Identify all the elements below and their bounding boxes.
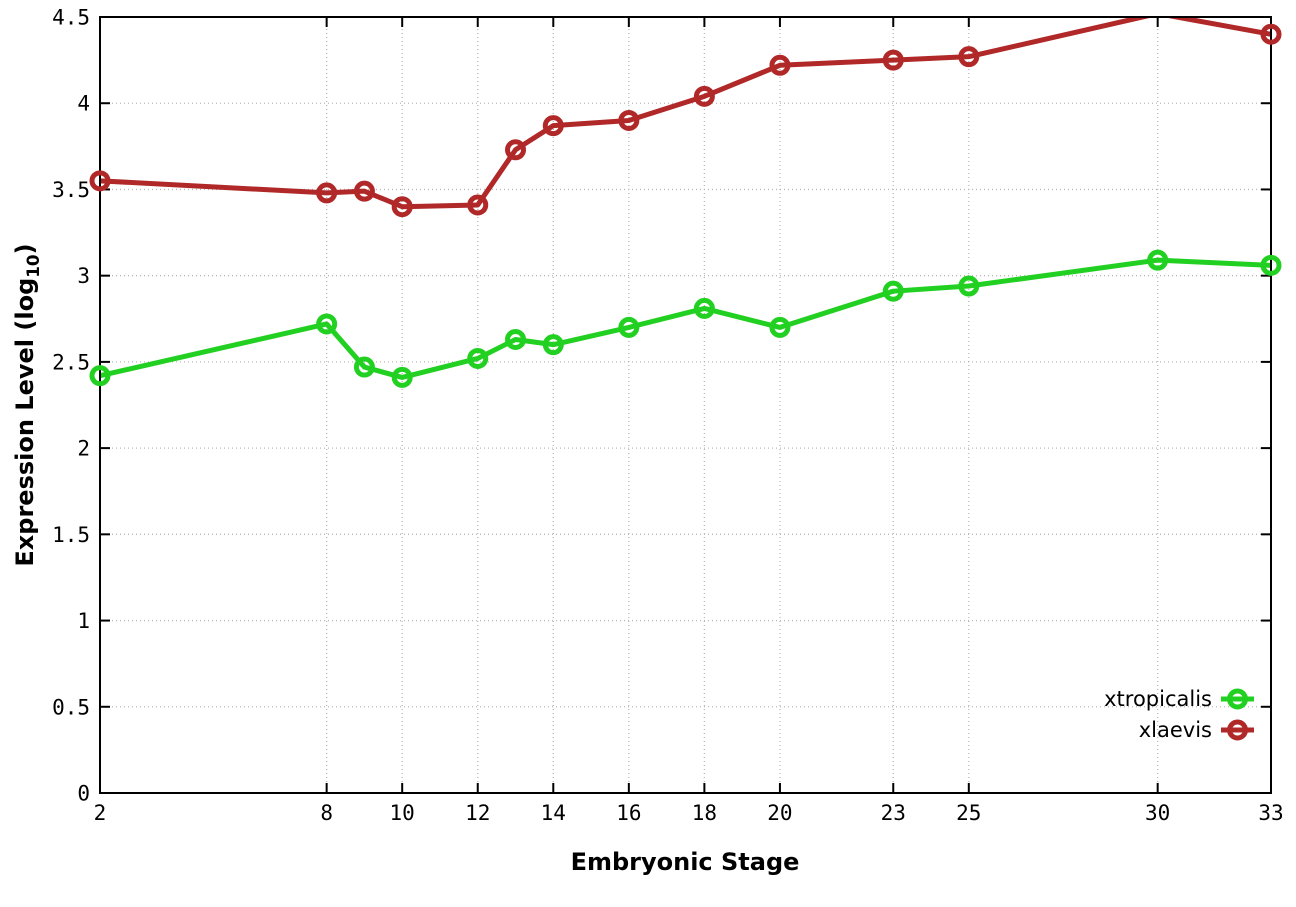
- y-tick-label: 3.5: [52, 178, 90, 202]
- x-tick-label: 8: [320, 801, 333, 825]
- marker-xtropicalis: [542, 334, 564, 356]
- y-tick-label: 1: [77, 609, 90, 633]
- x-tick-label: 30: [1145, 801, 1170, 825]
- y-axis-title-subscript: 10: [22, 254, 43, 278]
- marker-xlaevis: [316, 182, 338, 204]
- y-tick-label: 1.5: [52, 523, 90, 547]
- series-line-xtropicalis: [100, 257, 1271, 380]
- marker-xtropicalis: [1147, 249, 1169, 271]
- plot-border: [99, 16, 1272, 794]
- y-axis-title-close: ): [11, 243, 40, 255]
- legend-label-xlaevis: xlaevis: [1139, 718, 1212, 742]
- marker-xtropicalis: [316, 313, 338, 335]
- series-lines: [100, 17, 1271, 380]
- legend: xtropicalis xlaevis: [1104, 687, 1254, 742]
- marker-xlaevis: [882, 49, 904, 71]
- y-tick-label: 2.5: [52, 350, 90, 374]
- y-tick-label: 3: [77, 264, 90, 288]
- y-tick-label: 4.5: [52, 6, 90, 30]
- marker-xlaevis: [353, 180, 375, 202]
- x-tick-label: 12: [465, 801, 490, 825]
- marker-xlaevis: [89, 170, 111, 192]
- marker-xtropicalis: [693, 297, 715, 319]
- marker-xtropicalis: [618, 316, 640, 338]
- plot-axes: [99, 16, 1272, 794]
- marker-xtropicalis: [505, 328, 527, 350]
- marker-xtropicalis: [769, 316, 791, 338]
- marker-xtropicalis: [467, 347, 489, 369]
- marker-xtropicalis: [1260, 254, 1282, 276]
- marker-xlaevis: [1260, 23, 1282, 45]
- y-tick-label: 4: [77, 92, 90, 116]
- series-line-xlaevis: [100, 17, 1271, 210]
- x-tick-label: 20: [767, 801, 792, 825]
- x-tick-label: 33: [1258, 801, 1283, 825]
- marker-xlaevis: [505, 139, 527, 161]
- x-tick-label: 18: [692, 801, 717, 825]
- tick-labels: 2 8 10 12 14 16 18 20 23 25 30 33 0 0.5 1 1.5 2 2.5 3 3.5 4 4…: [52, 6, 1284, 826]
- marker-xlaevis: [391, 196, 413, 218]
- y-tick-label: 2: [77, 437, 90, 461]
- series-markers: [89, 23, 1282, 388]
- y-axis-title: Expression Level (log10): [11, 243, 43, 566]
- marker-xlaevis: [769, 54, 791, 76]
- y-tick-label: 0.5: [52, 695, 90, 719]
- marker-xtropicalis: [882, 280, 904, 302]
- x-tick-label: 16: [616, 801, 641, 825]
- x-tick-label: 2: [94, 801, 107, 825]
- marker-xlaevis: [618, 109, 640, 131]
- x-tick-label: 25: [956, 801, 981, 825]
- marker-xlaevis: [542, 115, 564, 137]
- x-tick-label: 23: [881, 801, 906, 825]
- marker-xtropicalis: [958, 275, 980, 297]
- x-axis-title: Embryonic Stage: [570, 848, 800, 876]
- y-axis-title-text: Expression Level (log: [11, 277, 40, 567]
- marker-xtropicalis: [353, 356, 375, 378]
- plot-grid: [99, 16, 1272, 794]
- marker-xlaevis: [958, 46, 980, 68]
- marker-xtropicalis: [391, 366, 413, 388]
- x-tick-label: 10: [390, 801, 415, 825]
- marker-xlaevis: [693, 85, 715, 107]
- y-tick-label: 0: [77, 782, 90, 806]
- marker-xtropicalis: [89, 365, 111, 387]
- legend-marker-xtropicalis: [1227, 688, 1248, 710]
- legend-marker-xlaevis: [1227, 719, 1248, 741]
- legend-label-xtropicalis: xtropicalis: [1104, 687, 1212, 711]
- x-tick-label: 14: [541, 801, 566, 825]
- marker-xlaevis: [467, 194, 489, 216]
